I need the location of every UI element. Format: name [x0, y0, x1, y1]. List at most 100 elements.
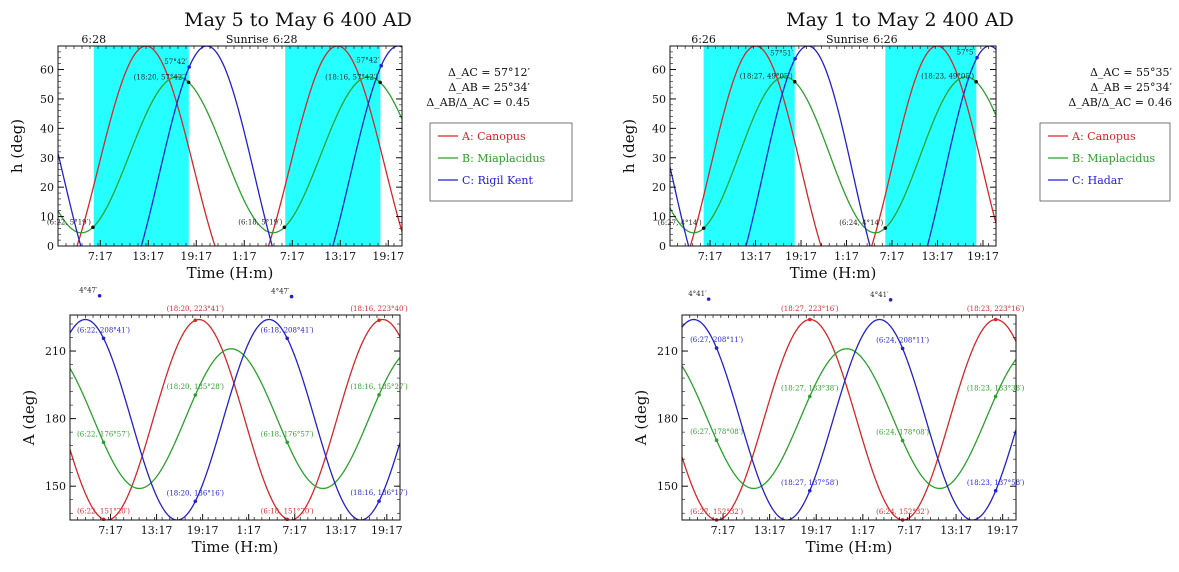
chart2-altitude-label-7: (18:23, 49°05′) — [921, 73, 974, 81]
chart1-altitude-point-6 — [289, 294, 294, 299]
chart1-azimuth-x-tick-label-5: 7:17 — [282, 524, 307, 537]
chart2-altitude-x-tick-label-1: 7:17 — [698, 250, 723, 263]
chart2-azimuth-label-9: (6:27, 152°32′) — [690, 508, 743, 516]
chart1-altitude-y-tick-label-6: 50 — [40, 93, 54, 106]
chart1-altitude-x-tick-label-1: 7:17 — [88, 250, 113, 263]
chart1-altitude-y-tick-label-7: 60 — [40, 64, 54, 77]
chart2-altitude-label-3: (18:27, 49°05′) — [740, 73, 793, 81]
chart1-azimuth-label-6: (6:18, 176°57′) — [261, 430, 314, 438]
chart2-altitude-point-2 — [706, 297, 711, 301]
chart2-stat-2: Δ_AB = 25°34′ — [1090, 81, 1172, 94]
chart1-altitude-x-tick-label-3: 19:17 — [180, 250, 212, 263]
chart2-title: May 1 to May 2 400 AD — [786, 9, 1014, 31]
chart1-azimuth-label-9: (6:22, 151°20′) — [77, 507, 130, 515]
chart2-azimuth-point-3 — [714, 346, 719, 350]
chart1-altitude-panel: (6:22, 5°19′) 4°47′ (18:20, 57°42′) 57°42′ (… — [8, 33, 404, 299]
chart2-altitude-point-5 — [883, 226, 888, 230]
chart1-azimuth-series-b — [70, 348, 400, 490]
chart1-azimuth-label-11: (18:20, 136°16′) — [167, 489, 225, 497]
chart1-altitude-y-tick-label-4: 30 — [40, 152, 54, 165]
chart2-altitude-x-tick-label-7: 19:17 — [967, 250, 999, 263]
chart1-azimuth-point-3 — [101, 336, 106, 341]
chart2-azimuth-point-7 — [807, 394, 812, 399]
chart1-altitude-series-c — [58, 46, 402, 246]
chart1-altitude-x-tick-label-6: 13:17 — [324, 250, 356, 263]
chart2-altitude-label-1: (6:27, 4°14′) — [658, 219, 702, 227]
chart1-altitude-point-3 — [186, 80, 191, 85]
chart2-stat-3: Δ_AB/Δ_AC = 0.46 — [1068, 96, 1172, 109]
chart2-azimuth-label-7: (18:27, 183°38′) — [781, 384, 839, 392]
chart1-azimuth-label-2: (18:16, 223°40′) — [350, 305, 408, 313]
chart1-legend-c-rigil-kent: C: Rigil Kent — [462, 174, 534, 187]
chart2-azimuth-frame — [681, 314, 1017, 521]
chart2-altitude-point-1 — [701, 226, 706, 230]
chart1-azimuth-point-6 — [285, 440, 289, 445]
chart2-altitude-point-4 — [793, 56, 797, 61]
chart1-azimuth-label-8: (18:16, 185°27′) — [350, 383, 408, 391]
chart2-azimuth-label-1: (18:27, 223°16′) — [781, 305, 839, 313]
chart2-azimuth-label-3: (6:27, 208°11′) — [690, 336, 743, 344]
chart1-azimuth-point-11 — [193, 499, 198, 504]
chart2-azimuth-series-c — [682, 318, 1016, 520]
chart2-altitude-point-6 — [888, 297, 893, 302]
chart1-altitude-point-5 — [282, 225, 287, 230]
chart1-altitude-label-6: 4°47′ — [271, 288, 290, 296]
chart1-azimuth-series-a — [70, 318, 400, 520]
chart1-altitude-top-label-3: 6:28 — [273, 33, 298, 46]
chart1-altitude-sunrise-band-1 — [93, 46, 189, 246]
chart2-altitude-sunrise-band-1 — [703, 46, 795, 246]
chart2-azimuth-point-8 — [993, 394, 998, 399]
chart2-azimuth-x-tick-label-3: 19:17 — [800, 524, 832, 537]
chart1-azimuth-label-12: (18:16, 136°17′) — [350, 489, 408, 497]
chart1-azimuth-x-tick-label-7: 19:17 — [371, 524, 403, 537]
chart1-azimuth-xlabel: Time (H:m) — [192, 538, 279, 556]
chart1-azimuth-x-tick-label-1: 7:17 — [98, 524, 123, 537]
chart1-azimuth-point-8 — [377, 393, 381, 397]
chart1-azimuth-y-tick-label-2: 180 — [45, 413, 66, 426]
chart1-altitude-y-tick-label-5: 40 — [40, 122, 54, 135]
chart1-azimuth-y-tick-label-1: 150 — [45, 480, 66, 493]
chart1-altitude-y-tick-label-2: 10 — [40, 211, 54, 224]
chart2-azimuth-x-tick-label-2: 13:17 — [754, 524, 786, 537]
chart1-azimuth-label-3: (6:22, 208°41′) — [77, 326, 130, 334]
chart2-altitude-y-tick-label-3: 20 — [652, 181, 666, 194]
chart1-azimuth-point-4 — [285, 336, 289, 341]
chart2-azimuth-label-10: (6:24, 152°32′) — [876, 508, 929, 516]
chart1-altitude-label-7: (18:16, 57°42′) — [325, 73, 378, 81]
chart2-altitude-top-label-1: 6:26 — [691, 33, 716, 46]
chart2-altitude-label-4: 57°51′ — [770, 50, 793, 58]
chart2-altitude-sunrise-band-2 — [885, 46, 977, 246]
chart1-azimuth-x-tick-label-2: 13:17 — [141, 524, 173, 537]
chart1-azimuth-panel: (18:20, 223°41′) (18:16, 223°40′) (6:22, 2… — [20, 305, 408, 556]
chart2-legend-b-miaplacidus: B: Miaplacidus — [1072, 152, 1156, 165]
chart2-altitude-point-8 — [975, 55, 979, 60]
chart2-altitude-y-tick-label-4: 30 — [652, 152, 666, 165]
chart2-altitude-point-7 — [974, 79, 978, 84]
chart2-azimuth-label-11: (18:27, 137°58′) — [781, 479, 839, 487]
chart1-legend-b-miaplacidus: B: Miaplacidus — [462, 152, 546, 165]
chart2-altitude-x-tick-label-3: 19:17 — [785, 250, 817, 263]
chart2-azimuth-label-8: (18:23, 183°38′) — [967, 384, 1025, 392]
chart1-azimuth-point-1 — [193, 318, 198, 323]
chart1-altitude-point-7 — [378, 80, 382, 85]
chart2-azimuth-label-5: (6:27, 178°08′) — [690, 428, 743, 436]
chart1-altitude-top-label-1: 6:28 — [81, 33, 106, 46]
chart1-azimuth-frame — [69, 314, 401, 521]
chart1-azimuth-x-tick-label-6: 13:17 — [325, 524, 357, 537]
chart2-altitude-top-label-3: 6:26 — [873, 33, 898, 46]
chart2-azimuth-x-tick-label-1: 7:17 — [711, 524, 736, 537]
chart2-azimuth-y-tick-label-2: 180 — [657, 413, 678, 426]
chart2-azimuth-point-2 — [993, 317, 998, 322]
chart1-azimuth-point-7 — [193, 393, 198, 397]
chart1-azimuth-series-c — [70, 318, 400, 520]
chart2-azimuth-point-11 — [807, 488, 812, 493]
chart1-azimuth-label-10: (6:18, 151°20′) — [261, 507, 314, 515]
chart2-azimuth-point-12 — [993, 488, 998, 493]
chart1-altitude-series-a — [76, 46, 402, 246]
chart1-altitude-top-label-2: Sunrise — [226, 33, 269, 46]
chart2-legend-a-canopus: A: Canopus — [1071, 130, 1136, 143]
chart1-altitude-x-tick-label-7: 19:17 — [372, 250, 404, 263]
chart1-altitude-series-b — [58, 76, 402, 234]
